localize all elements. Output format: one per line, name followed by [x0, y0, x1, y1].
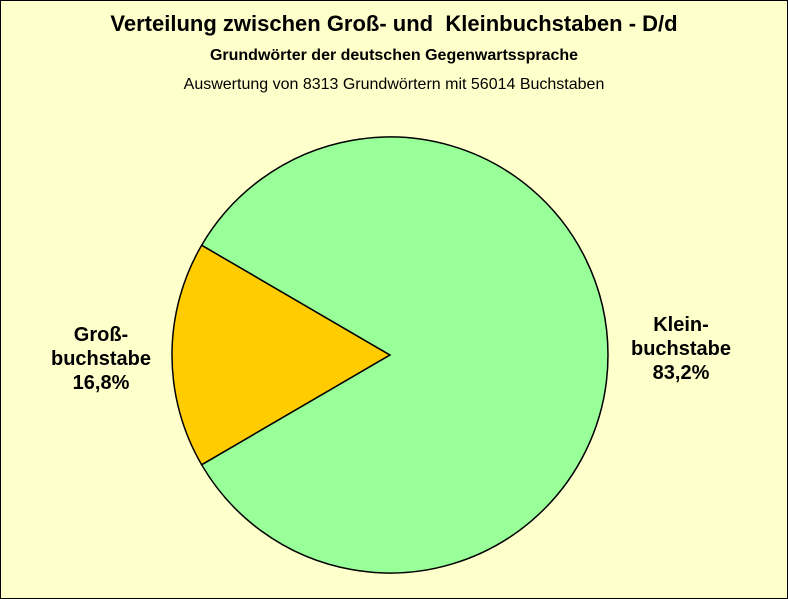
chart-title: Verteilung zwischen Groß- und Kleinbuchs…: [110, 11, 678, 36]
label-line: Groß-: [74, 324, 128, 346]
label-kleinbuchstabe: Klein-buchstabe 83,2%: [631, 314, 731, 384]
label-line: 83,2%: [653, 362, 710, 384]
chart-subtitle: Grundwörter der deutschen Gegenwartsspra…: [209, 47, 579, 64]
label-grossbuchstabe: Groß-buchstabe 16,8%: [51, 324, 151, 394]
slice-grossbuchstabe: [171, 244, 392, 466]
label-line: buchstabe: [51, 348, 151, 370]
chart-note: Auswertung von 8313 Grundwörtern mit 560…: [183, 76, 605, 93]
label-line: Klein-: [653, 314, 709, 336]
label-line: buchstabe: [631, 338, 731, 360]
label-line: 16,8%: [73, 372, 130, 394]
slice-kleinbuchstabe: [200, 136, 609, 574]
